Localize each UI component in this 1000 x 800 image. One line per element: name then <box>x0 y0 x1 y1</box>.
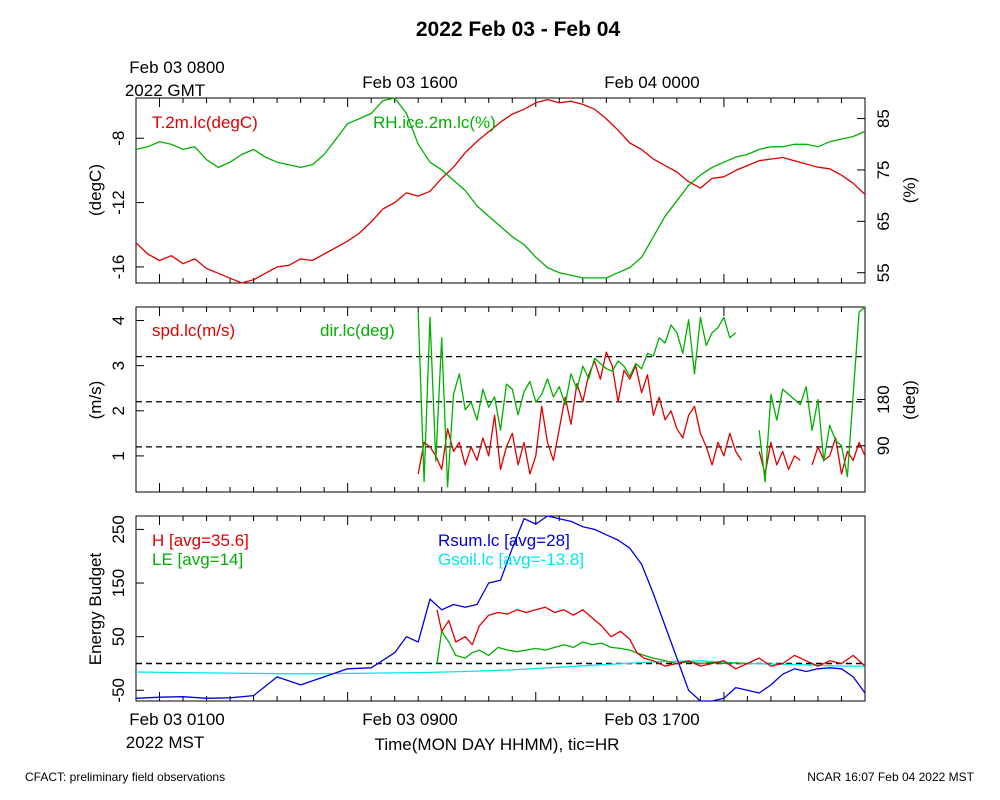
bottom-time-label-3: Feb 03 1700 <box>604 710 699 729</box>
x-tick-marks <box>135 98 866 701</box>
temperature-ylabel-right: (%) <box>900 177 919 203</box>
temperature-ylabel-left: (degC) <box>86 164 105 216</box>
energy-tick-label-left--50: -50 <box>109 678 128 703</box>
humidity-tick-label-right-75: 75 <box>874 160 893 179</box>
footer-timestamp: NCAR 16:07 Feb 04 2022 MST <box>807 770 974 784</box>
panel-frame-temperature <box>135 97 866 284</box>
temperature-series <box>135 97 866 284</box>
x-axis-label: Time(MON DAY HHMM), tic=HR <box>375 735 620 754</box>
temperature-line-rh-ice-2m-lc- <box>135 97 866 279</box>
wind-ylabel-right: (deg) <box>900 380 919 420</box>
energy-line-le <box>436 630 748 665</box>
direction-tick-label-right-180: 180 <box>874 385 893 413</box>
energy-line-gsoil-lc <box>135 660 865 675</box>
speed-tick-label-left-3: 3 <box>109 361 128 370</box>
energy-tick-label-left-150: 150 <box>109 569 128 597</box>
legend-temperature: T.2m.lc(degC) <box>152 113 258 132</box>
legend-humidity: RH.ice.2m.lc(%) <box>373 113 496 132</box>
wind-line-dir-lc-deg- <box>417 306 866 488</box>
temperature-axis-ticks: -16 -12 -8 55 65 75 85 <box>109 109 893 282</box>
wind-reference-lines <box>136 355 865 448</box>
energy-axis-ticks: -50 50 150 250 <box>109 515 144 703</box>
legend-latent-heat: LE [avg=14] <box>152 550 243 569</box>
humidity-tick-label-right-65: 65 <box>874 212 893 231</box>
bottom-time-label-2: Feb 03 0900 <box>362 710 457 729</box>
legend-sensible-heat: H [avg=35.6] <box>152 531 249 550</box>
wind-line-spd-lc-m-s- <box>417 351 866 475</box>
bottom-timezone-label: 2022 MST <box>126 733 204 752</box>
humidity-tick-label-right-85: 85 <box>874 109 893 128</box>
temperature-tick-label-left--12: -12 <box>109 190 128 215</box>
legend-soil-heat-flux: Gsoil.lc [avg=-13.8] <box>438 550 584 569</box>
temperature-tick-label-left--8: -8 <box>109 131 128 146</box>
direction-tick-label-right-90: 90 <box>874 436 893 455</box>
energy-series <box>135 515 866 702</box>
energy-line-rsum-lc <box>135 515 866 702</box>
energy-tick-label-left-250: 250 <box>109 515 128 543</box>
speed-tick-label-left-1: 1 <box>109 451 128 460</box>
chart-title: 2022 Feb 03 - Feb 04 <box>416 18 621 41</box>
panel-frame-energy <box>135 515 866 702</box>
energy-line-h <box>436 606 866 670</box>
top-timezone-label: 2022 GMT <box>125 81 205 100</box>
legend-direction: dir.lc(deg) <box>320 321 395 340</box>
top-time-label-1: Feb 03 0800 <box>129 58 224 77</box>
top-time-label-2: Feb 03 1600 <box>362 73 457 92</box>
temperature-line-t-2m-lc-degc- <box>135 98 866 284</box>
legend-speed: spd.lc(m/s) <box>152 321 235 340</box>
footer-source: CFACT: preliminary field observations <box>25 770 225 784</box>
humidity-tick-label-right-55: 55 <box>874 263 893 282</box>
speed-tick-label-left-2: 2 <box>109 406 128 415</box>
energy-tick-label-left-50: 50 <box>109 627 128 646</box>
wind-series <box>417 306 866 488</box>
wind-ylabel-left: (m/s) <box>86 381 105 420</box>
top-time-label-3: Feb 04 0000 <box>604 73 699 92</box>
wind-axis-ticks: 1 2 3 4 90 180 <box>109 316 893 461</box>
energy-ylabel: Energy Budget <box>86 552 105 665</box>
legend-radiation-sum: Rsum.lc [avg=28] <box>438 531 570 550</box>
speed-tick-label-left-4: 4 <box>109 316 128 325</box>
bottom-time-label-1: Feb 03 0100 <box>129 710 224 729</box>
temperature-tick-label-left--16: -16 <box>109 255 128 280</box>
